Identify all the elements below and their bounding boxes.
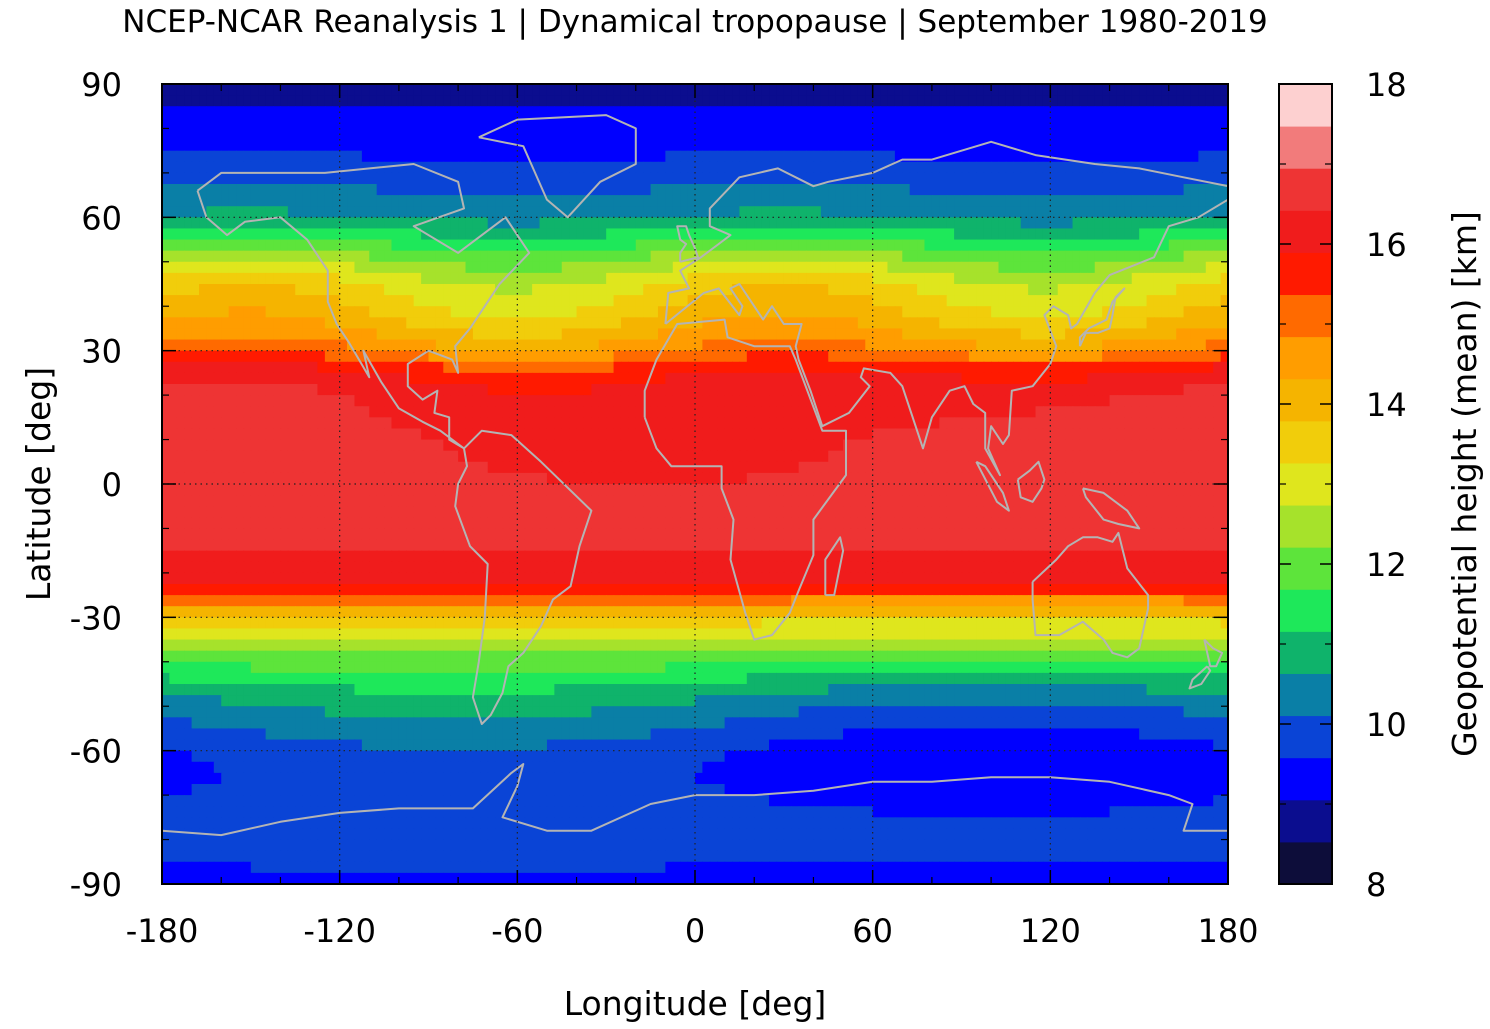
x-tick-label: -60 [491,912,543,950]
colorbar-tick-label: 12 [1366,546,1407,584]
coastline [196,163,531,450]
y-tick-label: 60 [81,199,122,237]
coastline [1031,531,1150,659]
coastline [676,225,699,263]
x-axis-label: Longitude [deg] [564,984,827,1023]
colorbar-segment [1279,631,1332,674]
grid [162,84,1228,884]
coastline [1203,638,1224,668]
colorbar-segment [1279,589,1332,632]
colorbar-segment [1279,294,1332,338]
colorbar-segment [1279,799,1332,843]
y-axis: 90 60 30 0 -30 -60 -90 [70,66,1228,904]
colorbar-segment [1279,462,1332,506]
colorbar-segment [1279,673,1332,717]
coastline [1188,665,1212,690]
y-tick-label: 30 [81,333,122,371]
y-axis-label: Latitude [deg] [19,367,58,601]
y-tick-label: -30 [70,599,122,637]
colorbar-axis: 18 16 14 12 10 8 [1279,66,1407,904]
y-tick-label: 90 [81,66,122,104]
colorbar-segment [1279,547,1332,590]
x-tick-label: 180 [1197,912,1258,950]
y-tick-label: -90 [70,866,122,904]
colorbar-segment [1279,505,1332,548]
colorbar-segment [1279,715,1332,759]
y-tick-label: 0 [102,466,122,504]
colorbar-segment [1279,757,1332,801]
colorbar-tick-label: 10 [1366,706,1407,744]
colorbar-label: Geopotential height (mean) [km] [1445,211,1484,757]
colorbar-segment [1279,841,1332,885]
colorbar-tick-label: 8 [1366,866,1386,904]
colorbar [1278,83,1333,885]
colorbar-segment [1279,126,1332,169]
x-tick-label: 0 [685,912,705,950]
x-tick-label: 60 [852,912,893,950]
heatmap-field [162,84,1228,884]
colorbar-segment [1279,378,1332,422]
coastline [824,536,845,597]
colorbar-segment [1279,168,1332,211]
colorbar-segment [1279,252,1332,296]
x-axis: -180 -120 -60 0 60 120 180 [126,84,1259,950]
coastline [1078,287,1126,347]
colorbar-segment [1279,84,1332,127]
coastline [664,140,1228,477]
y-tick-label: -60 [70,733,122,771]
colorbar-tick-label: 16 [1366,226,1407,264]
colorbar-tick-label: 18 [1366,66,1407,104]
chart-title: NCEP-NCAR Reanalysis 1 | Dynamical tropo… [122,4,1267,40]
coastline [478,114,637,219]
coastline [975,460,1010,512]
x-tick-label: 120 [1020,912,1081,950]
colorbar-tick-label: 14 [1366,386,1407,424]
coastline [1081,487,1141,530]
coastlines [162,114,1228,837]
coastline [162,763,1228,837]
colorbar-segment [1279,420,1332,464]
x-tick-label: -180 [126,912,199,950]
coastline [643,318,847,641]
colorbar-segment [1279,336,1332,380]
colorbar-segment [1279,210,1332,253]
x-tick-label: -120 [303,912,376,950]
coastline [454,429,593,725]
